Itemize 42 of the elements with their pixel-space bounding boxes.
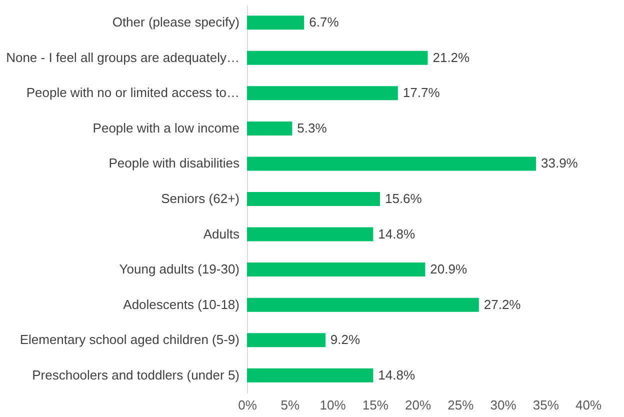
y-tick-label: Preschoolers and toddlers (under 5) <box>32 367 240 382</box>
x-tick-label: 5% <box>280 398 300 412</box>
x-tick-label: 15% <box>362 398 389 412</box>
y-tick-label: None - I feel all groups are adequately… <box>6 50 240 65</box>
y-tick-label: People with no or limited access to… <box>26 85 240 100</box>
x-tick-label: 40% <box>575 398 602 412</box>
data-label: 21.2% <box>432 50 470 65</box>
data-label: 15.6% <box>384 191 422 206</box>
data-label: 9.2% <box>330 332 360 348</box>
y-tick-label: Young adults (19-30) <box>119 262 240 277</box>
y-tick-label: Adults <box>203 226 240 242</box>
y-tick-label: Elementary school aged children (5-9) <box>20 332 240 348</box>
x-tick-label: 35% <box>532 398 560 412</box>
x-tick-label: 30% <box>490 398 517 412</box>
data-label: 20.9% <box>430 262 468 277</box>
data-label: 6.7% <box>309 14 340 30</box>
bar <box>247 262 426 277</box>
data-label: 27.2% <box>484 296 522 312</box>
y-tick-label: People with disabilities <box>108 156 240 171</box>
data-label: 14.8% <box>378 226 416 242</box>
y-tick-label: Other (please specify) <box>112 14 240 30</box>
x-tick-label: 25% <box>448 398 474 412</box>
x-tick-label: 10% <box>320 398 346 412</box>
bar <box>247 50 428 65</box>
x-tick-label: 20% <box>404 398 432 412</box>
bar <box>247 333 326 348</box>
y-tick-label: Seniors (62+) <box>161 191 240 206</box>
y-tick-label: Adolescents (10-18) <box>123 296 240 312</box>
data-label: 14.8% <box>378 367 416 382</box>
bar <box>247 16 304 30</box>
bar <box>247 156 536 171</box>
bar <box>247 227 374 242</box>
bar <box>247 298 479 312</box>
y-tick-label: People with a low income <box>92 120 240 136</box>
bar <box>247 368 374 382</box>
bar <box>247 121 292 136</box>
data-label: 5.3% <box>297 120 328 136</box>
bar <box>247 192 380 206</box>
bar <box>247 86 398 100</box>
data-label: 17.7% <box>402 85 440 100</box>
x-tick-label: 0% <box>238 398 258 412</box>
data-label: 33.9% <box>540 156 578 171</box>
